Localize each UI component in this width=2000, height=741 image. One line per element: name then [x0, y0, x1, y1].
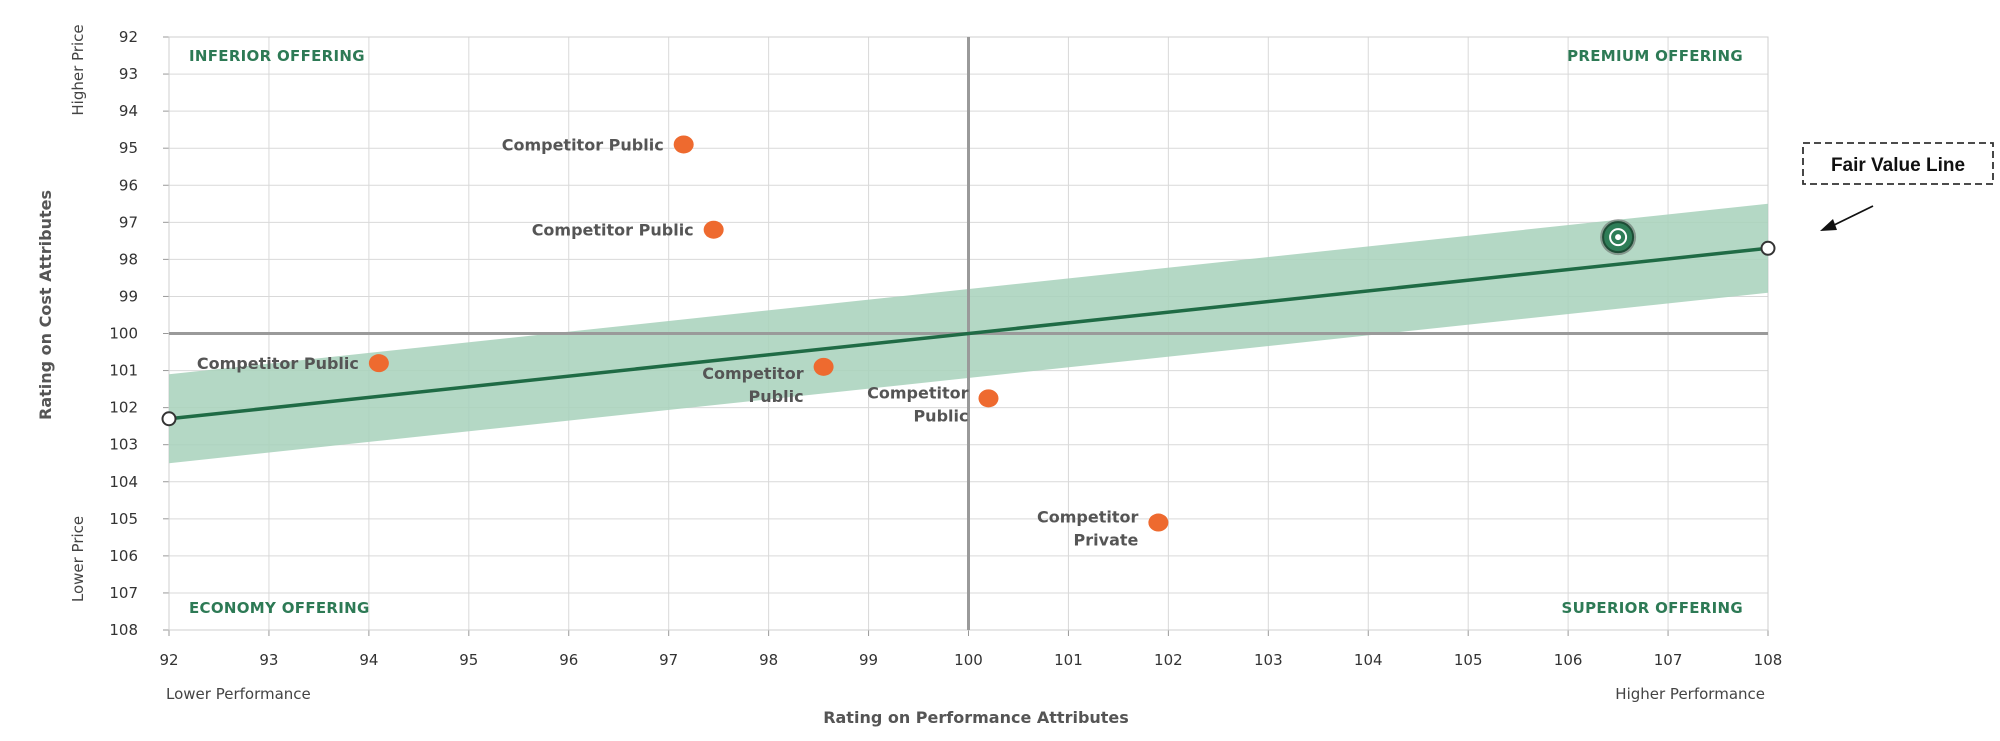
x-tick-label: 97: [659, 651, 678, 669]
data-points: Competitor Public Competitor Public Compet…: [197, 135, 1169, 550]
x-tick-label: 107: [1654, 651, 1683, 669]
x-tick-label: 103: [1254, 651, 1283, 669]
y-tick-label: 103: [109, 436, 138, 454]
highlight-point: [1600, 219, 1637, 256]
y-tick-label: 106: [109, 547, 138, 565]
x-tick-label: 98: [759, 651, 778, 669]
y-tick-label: 99: [119, 287, 138, 305]
y-tick-label: 98: [119, 250, 138, 268]
competitor-label: Competitor: [702, 364, 803, 383]
y-tick-label: 102: [109, 399, 138, 417]
x-edge-label-left: Lower Performance: [166, 685, 311, 703]
highlight-point-emblem: [1609, 228, 1628, 247]
quadrant-top-right: PREMIUM OFFERING: [1567, 47, 1743, 65]
y-tick-label: 93: [119, 65, 138, 83]
competitor-point: [703, 220, 724, 239]
x-tick-label: 101: [1054, 651, 1083, 669]
fair-value-label-box: [1802, 142, 1994, 185]
fair-value-line: [168, 246, 1769, 421]
competitor-point: [978, 389, 999, 408]
competitor-label: Competitor: [1037, 508, 1138, 527]
y-tick-label: 108: [109, 621, 138, 639]
y-tick-label: 100: [109, 325, 138, 343]
x-tick-label: 95: [459, 651, 478, 669]
competitor-label: Public: [749, 387, 804, 406]
y-axis-title: Rating on Cost Attributes: [36, 190, 55, 420]
fair-value-arrow: [1829, 205, 1874, 228]
competitor-label: Competitor Public: [197, 354, 359, 373]
y-tick-label: 94: [119, 102, 138, 120]
fair-value-label: Fair Value Line: [1831, 155, 1965, 176]
y-edge-label-top: Higher Price: [69, 24, 87, 115]
x-tick-label: 92: [159, 651, 178, 669]
competitor-label: Competitor: [867, 383, 968, 402]
y-tick-label: 92: [119, 28, 138, 46]
y-tick-label: 96: [119, 176, 138, 194]
competitor-label: Competitor Public: [502, 135, 664, 154]
fair-value-line-end-marker: [1760, 240, 1776, 256]
x-tick-label: 108: [1754, 651, 1783, 669]
quadrant-top-left: INFERIOR OFFERING: [189, 47, 365, 65]
fair-value-callout: Fair Value Line: [1802, 142, 1994, 231]
competitor-label: Competitor Public: [532, 221, 694, 240]
competitor-point: [1148, 513, 1169, 532]
x-axis-title: Rating on Performance Attributes: [823, 708, 1129, 727]
x-tick-label: 93: [259, 651, 278, 669]
competitor-point: [813, 357, 834, 376]
x-tick-label: 99: [859, 651, 878, 669]
y-tick-label: 95: [119, 139, 138, 157]
fair-value-line-start-marker: [161, 411, 177, 427]
x-tick-label: 104: [1354, 651, 1383, 669]
competitor-label: Public: [913, 406, 968, 425]
competitor-point: [673, 135, 694, 154]
x-tick-label: 106: [1554, 651, 1583, 669]
x-tick-label: 96: [559, 651, 578, 669]
quadrant-bottom-right: SUPERIOR OFFERING: [1562, 599, 1743, 617]
y-tick-label: 104: [109, 473, 138, 491]
highlight-point-emblem-center: [1615, 234, 1622, 241]
y-tick-label: 105: [109, 510, 138, 528]
y-edge-label-bottom: Lower Price: [69, 516, 87, 602]
fair-value-arrow-head: [1820, 219, 1837, 231]
y-tick-label: 97: [119, 213, 138, 231]
tick-labels: 92 93 94 95 96 97 98 99 100 101 102 103 104 105 106 107…: [109, 28, 1782, 669]
quadrant-bottom-left: ECONOMY OFFERING: [189, 599, 370, 617]
y-tick-label: 107: [109, 584, 138, 602]
x-tick-label: 102: [1154, 651, 1183, 669]
competitor-label: Private: [1074, 531, 1139, 550]
y-tick-label: 101: [109, 362, 138, 380]
x-tick-label: 94: [359, 651, 378, 669]
x-edge-label-right: Higher Performance: [1615, 685, 1765, 703]
competitor-point: [368, 354, 389, 373]
fair-value-line-layer: [161, 219, 1776, 427]
x-tick-label: 100: [954, 651, 983, 669]
x-tick-label: 105: [1454, 651, 1483, 669]
